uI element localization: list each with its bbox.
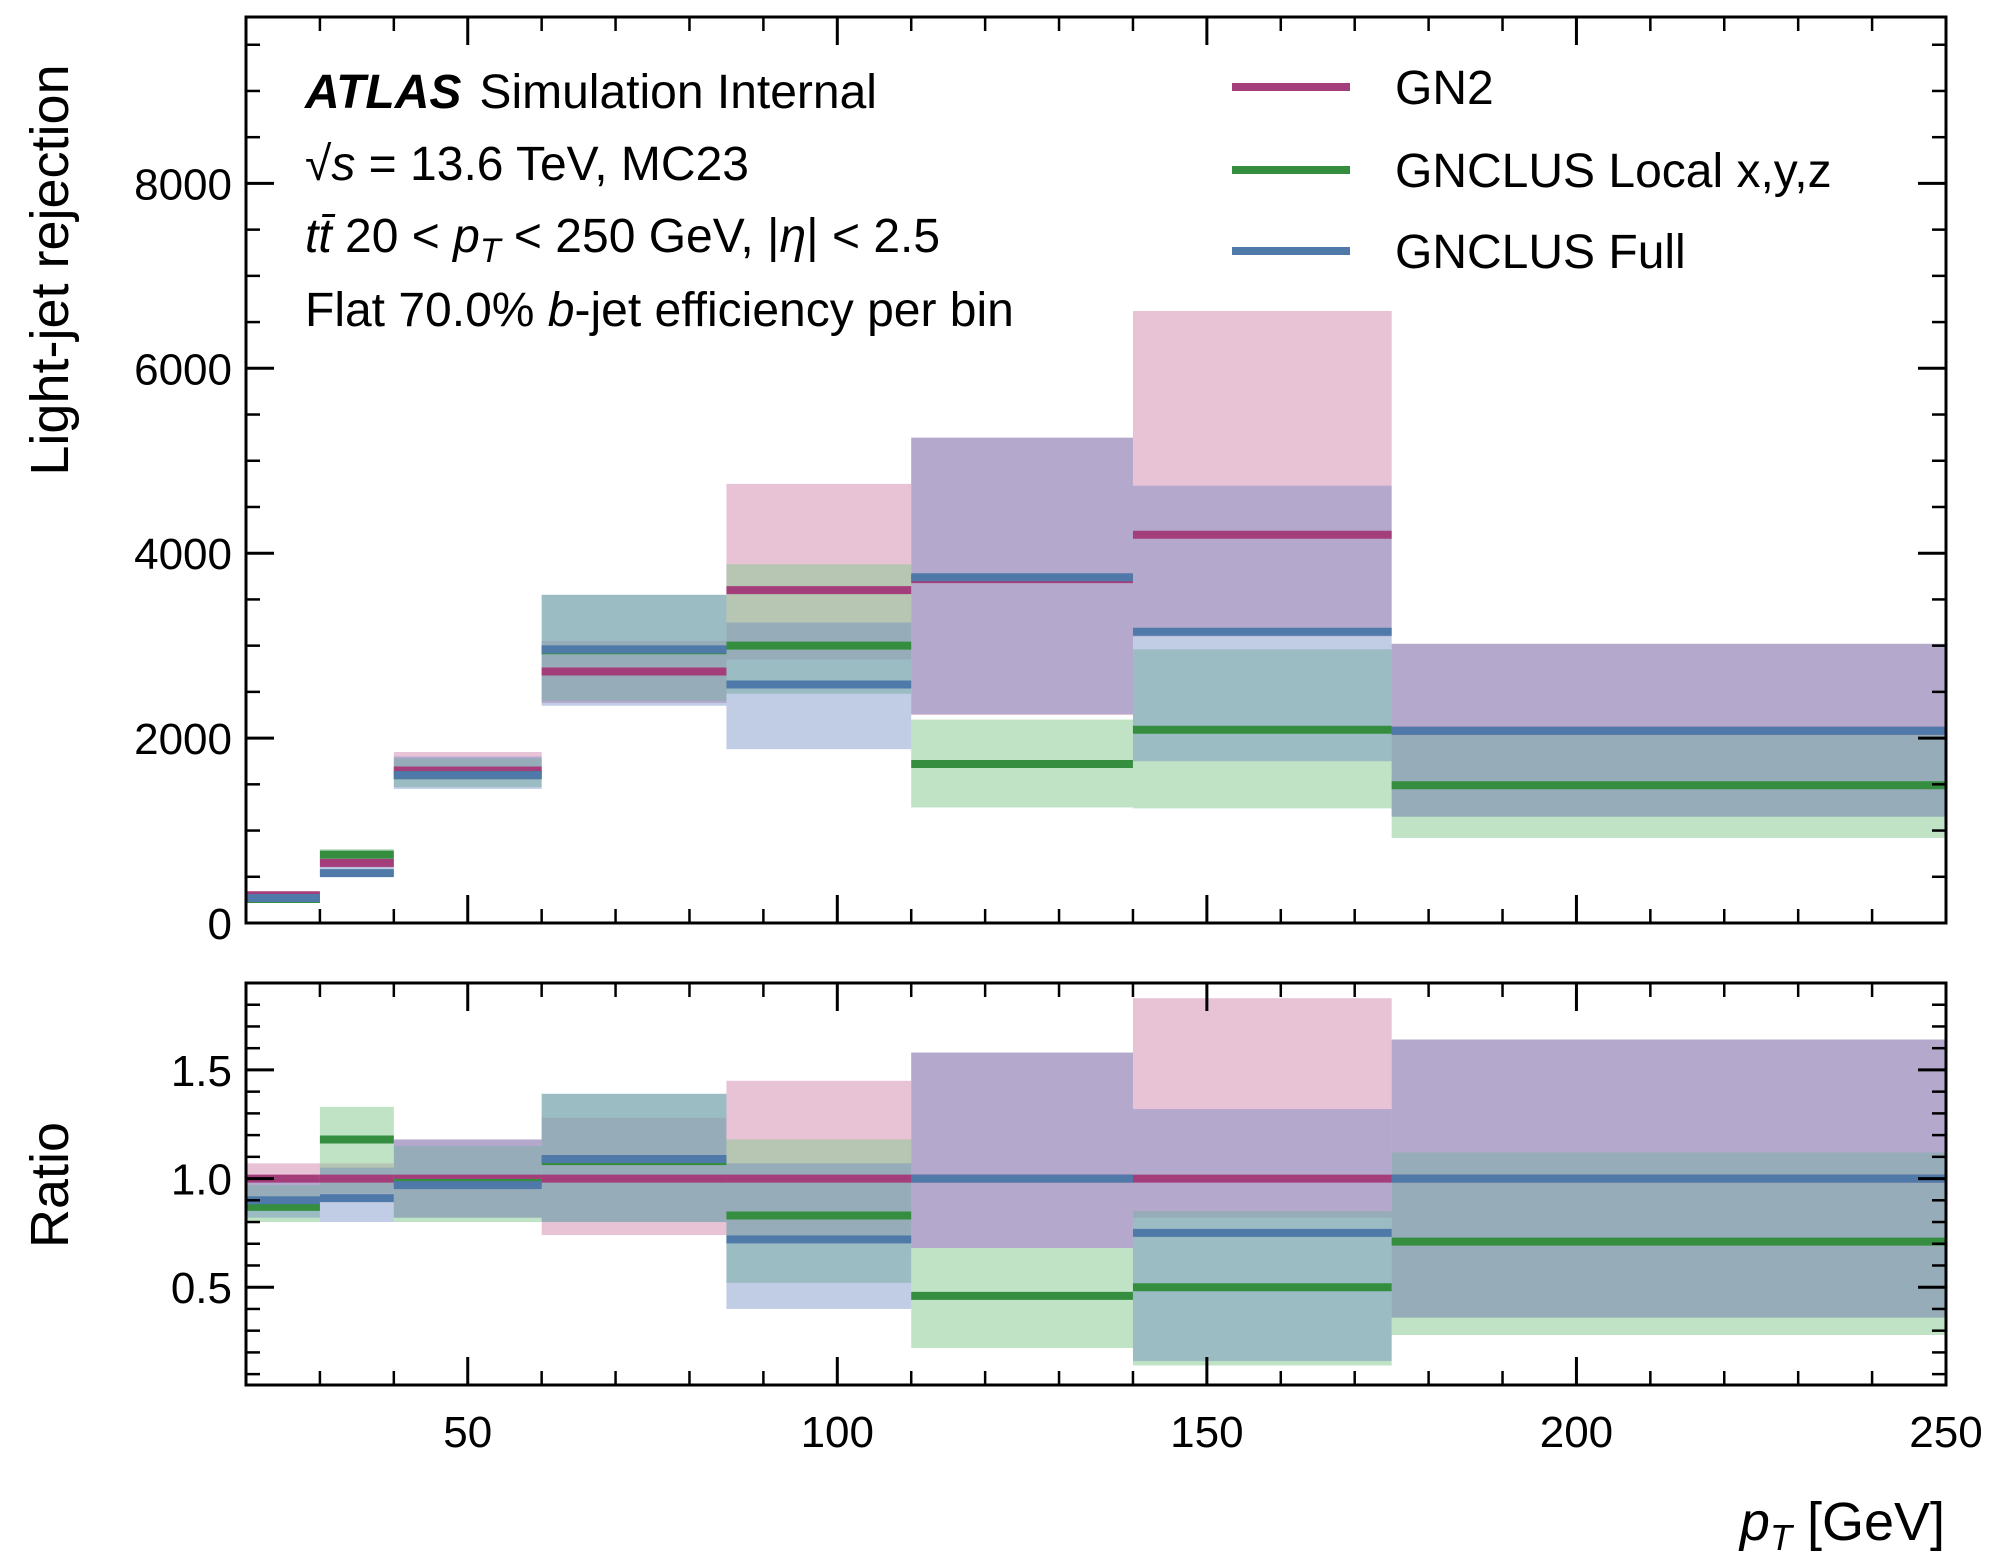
x-tick-label: 150 (1170, 1408, 1243, 1457)
x-tick-label: 250 (1909, 1408, 1982, 1457)
x-tick-label: 200 (1540, 1408, 1613, 1457)
legend: GN2 GNCLUS Local x,y,z GNCLUS Full (1232, 62, 1832, 279)
ratio-lines (246, 1135, 1946, 1300)
top-band-s0-bin6 (1132, 310, 1392, 637)
working-point-label: Flat 70.0% b-jet efficiency per bin (305, 284, 1014, 337)
ratio-band-s0-bin5 (911, 1052, 1133, 1249)
top-y-tick-label: 8000 (134, 160, 232, 209)
top-y-axis-label: Light-jet rejection (20, 64, 80, 475)
top-y-tick-label: 0 (208, 900, 232, 949)
top-y-tick-label: 2000 (134, 715, 232, 764)
top-axes-frame (244, 15, 1948, 925)
axes: 50 100 150 200 250 0 2000 4000 6000 8000 0.5 1.0 1.5 (134, 15, 1983, 1457)
sample-label: tt̄ 20 < pT < 250 GeV, |η| < 2.5 (305, 210, 940, 270)
ratio-y-tick-label: 0.5 (171, 1264, 232, 1313)
x-axis-label: pT [GeV] (1738, 1492, 1945, 1558)
ratio-axes-frame (244, 981, 1948, 1387)
ratio-y-tick-label: 1.5 (171, 1047, 232, 1096)
ratio-y-tick-label: 1.0 (171, 1156, 232, 1205)
energy-label: √s = 13.6 TeV, MC23 (305, 138, 749, 191)
x-tick-label: 50 (443, 1408, 492, 1457)
top-y-tick-label: 6000 (134, 345, 232, 394)
legend-label-gnclus-full: GNCLUS Full (1395, 226, 1686, 279)
top-band-s2-bin6 (1132, 485, 1392, 762)
ratio-y-axis-label: Ratio (20, 1122, 80, 1248)
ratio-band-s2-bin5 (911, 1052, 1133, 1249)
x-tick-label: 100 (801, 1408, 874, 1457)
top-y-tick-label: 4000 (134, 530, 232, 579)
annotation-block: ATLAS Simulation Internal √s = 13.6 TeV, … (304, 66, 1014, 337)
top-lines (246, 530, 1946, 903)
legend-label-gnclus-local: GNCLUS Local x,y,z (1395, 145, 1832, 198)
ratio-band-s1-bin4 (726, 1139, 912, 1283)
top-bands (246, 310, 1946, 902)
legend-label-gn2: GN2 (1395, 62, 1494, 115)
atlas-label: ATLAS Simulation Internal (304, 66, 877, 119)
top-band-s1-bin4 (726, 564, 912, 694)
